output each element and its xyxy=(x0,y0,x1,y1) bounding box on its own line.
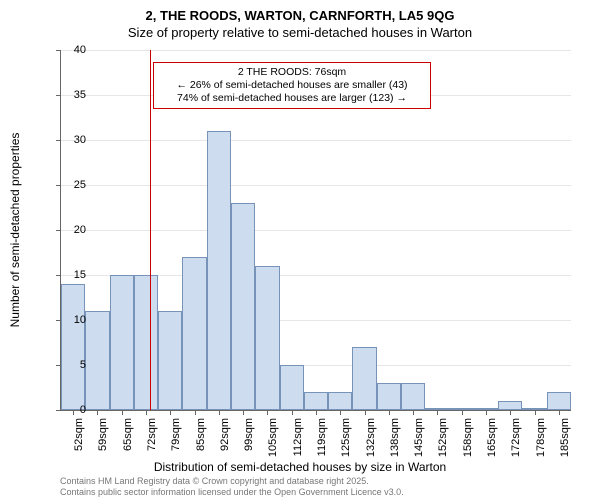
histogram-bar xyxy=(280,365,304,410)
gridline xyxy=(61,185,571,186)
xtick-mark xyxy=(389,410,390,415)
xtick-mark xyxy=(170,410,171,415)
xtick-label: 165sqm xyxy=(486,418,498,458)
xtick-label: 52sqm xyxy=(73,418,85,458)
ytick-label: 0 xyxy=(80,404,86,416)
xtick-label: 85sqm xyxy=(195,418,207,458)
footer-line-1: Contains HM Land Registry data © Crown c… xyxy=(60,476,404,487)
title-line-1: 2, THE ROODS, WARTON, CARNFORTH, LA5 9QG xyxy=(0,8,600,23)
footer-line-2: Contains public sector information licen… xyxy=(60,487,404,498)
ytick-mark xyxy=(56,275,61,276)
xtick-label: 92sqm xyxy=(219,418,231,458)
ytick-mark xyxy=(56,185,61,186)
histogram-bar xyxy=(110,275,134,410)
xtick-mark xyxy=(486,410,487,415)
annotation-line-3: 74% of semi-detached houses are larger (… xyxy=(161,92,423,105)
histogram-bar xyxy=(352,347,376,410)
histogram-bar xyxy=(207,131,231,410)
histogram-bar xyxy=(304,392,328,410)
y-axis-label: Number of semi-detached properties xyxy=(8,133,22,328)
gridline xyxy=(61,50,571,51)
gridline xyxy=(61,230,571,231)
xtick-label: 112sqm xyxy=(292,418,304,458)
xtick-label: 152sqm xyxy=(437,418,449,458)
xtick-mark xyxy=(462,410,463,415)
ytick-mark xyxy=(56,95,61,96)
histogram-bar xyxy=(158,311,182,410)
histogram-bar xyxy=(328,392,352,410)
xtick-mark xyxy=(365,410,366,415)
title-line-2: Size of property relative to semi-detach… xyxy=(0,25,600,40)
ytick-label: 25 xyxy=(74,179,86,191)
footer-attribution: Contains HM Land Registry data © Crown c… xyxy=(60,476,404,498)
xtick-mark xyxy=(559,410,560,415)
xtick-mark xyxy=(413,410,414,415)
ytick-label: 20 xyxy=(74,224,86,236)
chart-title: 2, THE ROODS, WARTON, CARNFORTH, LA5 9QG… xyxy=(0,0,600,40)
xtick-mark xyxy=(146,410,147,415)
ytick-label: 35 xyxy=(74,89,86,101)
xtick-label: 79sqm xyxy=(170,418,182,458)
xtick-label: 105sqm xyxy=(267,418,279,458)
histogram-bar xyxy=(255,266,279,410)
histogram-bar xyxy=(231,203,255,410)
plot-area: 52sqm59sqm65sqm72sqm79sqm85sqm92sqm99sqm… xyxy=(60,50,571,411)
xtick-mark xyxy=(122,410,123,415)
histogram-bar xyxy=(61,284,85,410)
gridline xyxy=(61,140,571,141)
ytick-label: 10 xyxy=(74,314,86,326)
ytick-label: 30 xyxy=(74,134,86,146)
xtick-mark xyxy=(535,410,536,415)
xtick-label: 59sqm xyxy=(97,418,109,458)
marker-line xyxy=(150,50,151,410)
xtick-label: 99sqm xyxy=(243,418,255,458)
xtick-label: 132sqm xyxy=(365,418,377,458)
ytick-mark xyxy=(56,410,61,411)
xtick-mark xyxy=(340,410,341,415)
xtick-mark xyxy=(97,410,98,415)
xtick-label: 138sqm xyxy=(389,418,401,458)
xtick-label: 125sqm xyxy=(340,418,352,458)
xtick-mark xyxy=(437,410,438,415)
xtick-mark xyxy=(195,410,196,415)
xtick-mark xyxy=(219,410,220,415)
histogram-bar xyxy=(498,401,522,410)
histogram-bar xyxy=(377,383,401,410)
annotation-box: 2 THE ROODS: 76sqm ← 26% of semi-detache… xyxy=(153,62,431,109)
histogram-bar xyxy=(85,311,109,410)
histogram-bar xyxy=(547,392,571,410)
ytick-mark xyxy=(56,50,61,51)
xtick-mark xyxy=(316,410,317,415)
xtick-mark xyxy=(292,410,293,415)
xtick-mark xyxy=(243,410,244,415)
xtick-label: 65sqm xyxy=(122,418,134,458)
ytick-label: 5 xyxy=(80,359,86,371)
histogram-bar xyxy=(182,257,206,410)
histogram-bar xyxy=(401,383,425,410)
xtick-mark xyxy=(510,410,511,415)
annotation-line-1: 2 THE ROODS: 76sqm xyxy=(161,66,423,79)
ytick-label: 40 xyxy=(74,44,86,56)
ytick-label: 15 xyxy=(74,269,86,281)
ytick-mark xyxy=(56,230,61,231)
xtick-label: 72sqm xyxy=(146,418,158,458)
xtick-label: 119sqm xyxy=(316,418,328,458)
xtick-label: 145sqm xyxy=(413,418,425,458)
ytick-mark xyxy=(56,140,61,141)
chart-container: 2, THE ROODS, WARTON, CARNFORTH, LA5 9QG… xyxy=(0,0,600,500)
annotation-line-2: ← 26% of semi-detached houses are smalle… xyxy=(161,79,423,92)
xtick-label: 185sqm xyxy=(559,418,571,458)
x-axis-label: Distribution of semi-detached houses by … xyxy=(0,460,600,474)
xtick-label: 178sqm xyxy=(535,418,547,458)
xtick-label: 172sqm xyxy=(510,418,522,458)
xtick-mark xyxy=(267,410,268,415)
histogram-bar xyxy=(134,275,158,410)
xtick-label: 158sqm xyxy=(462,418,474,458)
xtick-mark xyxy=(73,410,74,415)
